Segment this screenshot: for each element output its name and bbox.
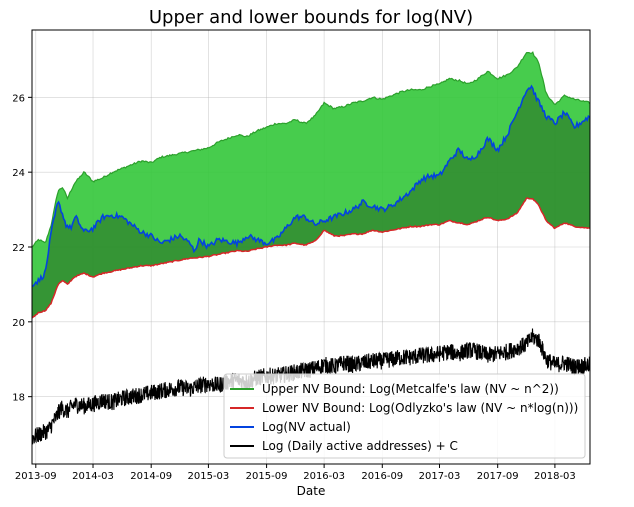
x-tick-label: 2016-03 <box>303 471 345 482</box>
legend-label: Log(NV actual) <box>262 420 351 434</box>
y-tick-label: 26 <box>12 93 25 104</box>
chart-title: Upper and lower bounds for log(NV) <box>149 7 473 28</box>
x-axis-label: Date <box>297 484 326 498</box>
legend-label: Upper NV Bound: Log(Metcalfe's law (NV ~… <box>262 382 559 396</box>
x-tick-label: 2018-03 <box>534 471 576 482</box>
x-tick-label: 2017-03 <box>419 471 461 482</box>
legend-item: Log (Daily active addresses) + C <box>230 439 458 453</box>
upper-band-fill <box>32 52 590 287</box>
legend-box <box>223 373 586 459</box>
x-tick-label: 2013-09 <box>15 471 57 482</box>
y-axis: 18 20 22 24 26 <box>12 93 32 404</box>
series-line-lower-bound <box>31 197 590 319</box>
legend-item: Log(NV actual) <box>230 420 351 434</box>
x-tick-label: 2015-03 <box>188 471 230 482</box>
series-line-daily-active-addresses <box>31 328 591 445</box>
x-tick-label: 2016-09 <box>361 471 403 482</box>
plot-area <box>31 51 591 445</box>
legend-label: Log (Daily active addresses) + C <box>262 439 458 453</box>
lower-band-fill <box>32 86 590 318</box>
x-tick-label: 2014-09 <box>130 471 172 482</box>
legend: Upper NV Bound: Log(Metcalfe's law (NV ~… <box>223 373 586 459</box>
y-tick-label: 20 <box>12 318 25 329</box>
x-tick-label: 2015-09 <box>246 471 288 482</box>
x-tick-label: 2017-09 <box>477 471 519 482</box>
series-line-nv-actual <box>31 84 591 287</box>
legend-label: Lower NV Bound: Log(Odlyzko's law (NV ~ … <box>262 401 578 415</box>
y-tick-label: 24 <box>12 168 25 179</box>
x-tick-label: 2014-03 <box>72 471 114 482</box>
legend-item: Lower NV Bound: Log(Odlyzko's law (NV ~ … <box>230 401 578 415</box>
y-tick-label: 18 <box>12 393 25 404</box>
legend-item: Upper NV Bound: Log(Metcalfe's law (NV ~… <box>230 382 559 396</box>
series-line-upper-bound <box>31 51 591 248</box>
x-axis: 2013-09 2014-03 2014-09 2015-03 2015-09 2016-… <box>15 464 576 482</box>
y-tick-label: 22 <box>12 243 25 254</box>
